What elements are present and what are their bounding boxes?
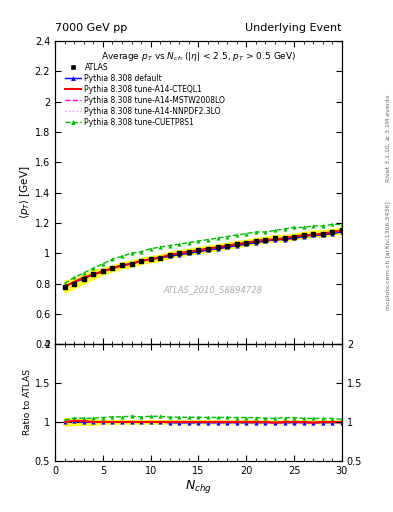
X-axis label: $N_{chg}$: $N_{chg}$ <box>185 478 212 496</box>
Text: Average $p_T$ vs $N_{ch}$ ($|\eta|$ < 2.5, $p_T$ > 0.5 GeV): Average $p_T$ vs $N_{ch}$ ($|\eta|$ < 2.… <box>101 50 296 63</box>
Text: Rivet 3.1.10, ≥ 3.1M events: Rivet 3.1.10, ≥ 3.1M events <box>386 95 391 182</box>
Y-axis label: $\langle p_T\rangle$ [GeV]: $\langle p_T\rangle$ [GeV] <box>18 166 32 219</box>
Text: ATLAS_2010_S8894728: ATLAS_2010_S8894728 <box>163 285 262 294</box>
Legend: ATLAS, Pythia 8.308 default, Pythia 8.308 tune-A14-CTEQL1, Pythia 8.308 tune-A14: ATLAS, Pythia 8.308 default, Pythia 8.30… <box>64 63 225 126</box>
Text: 7000 GeV pp: 7000 GeV pp <box>55 23 127 33</box>
Text: Underlying Event: Underlying Event <box>245 23 342 33</box>
Y-axis label: Ratio to ATLAS: Ratio to ATLAS <box>23 370 32 436</box>
Text: mcplots.cern.ch [arXiv:1306.3436]: mcplots.cern.ch [arXiv:1306.3436] <box>386 202 391 310</box>
